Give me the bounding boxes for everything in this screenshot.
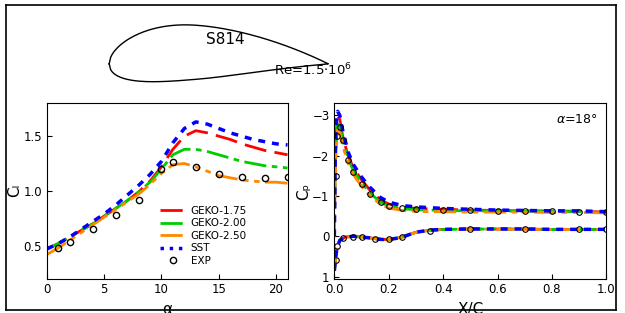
X-axis label: α: α — [162, 302, 172, 313]
Y-axis label: Cₚ: Cₚ — [296, 182, 311, 200]
Text: Re=1.5$\cdot$10$^6$: Re=1.5$\cdot$10$^6$ — [274, 62, 351, 79]
Text: $\alpha$=18$\degree$: $\alpha$=18$\degree$ — [556, 113, 598, 126]
Y-axis label: Cₗ: Cₗ — [7, 184, 22, 198]
Text: S814: S814 — [206, 32, 244, 47]
X-axis label: X/C: X/C — [458, 302, 484, 313]
Legend: GEKO-1.75, GEKO-2.00, GEKO-2.50, SST, EXP: GEKO-1.75, GEKO-2.00, GEKO-2.50, SST, EX… — [158, 203, 249, 268]
